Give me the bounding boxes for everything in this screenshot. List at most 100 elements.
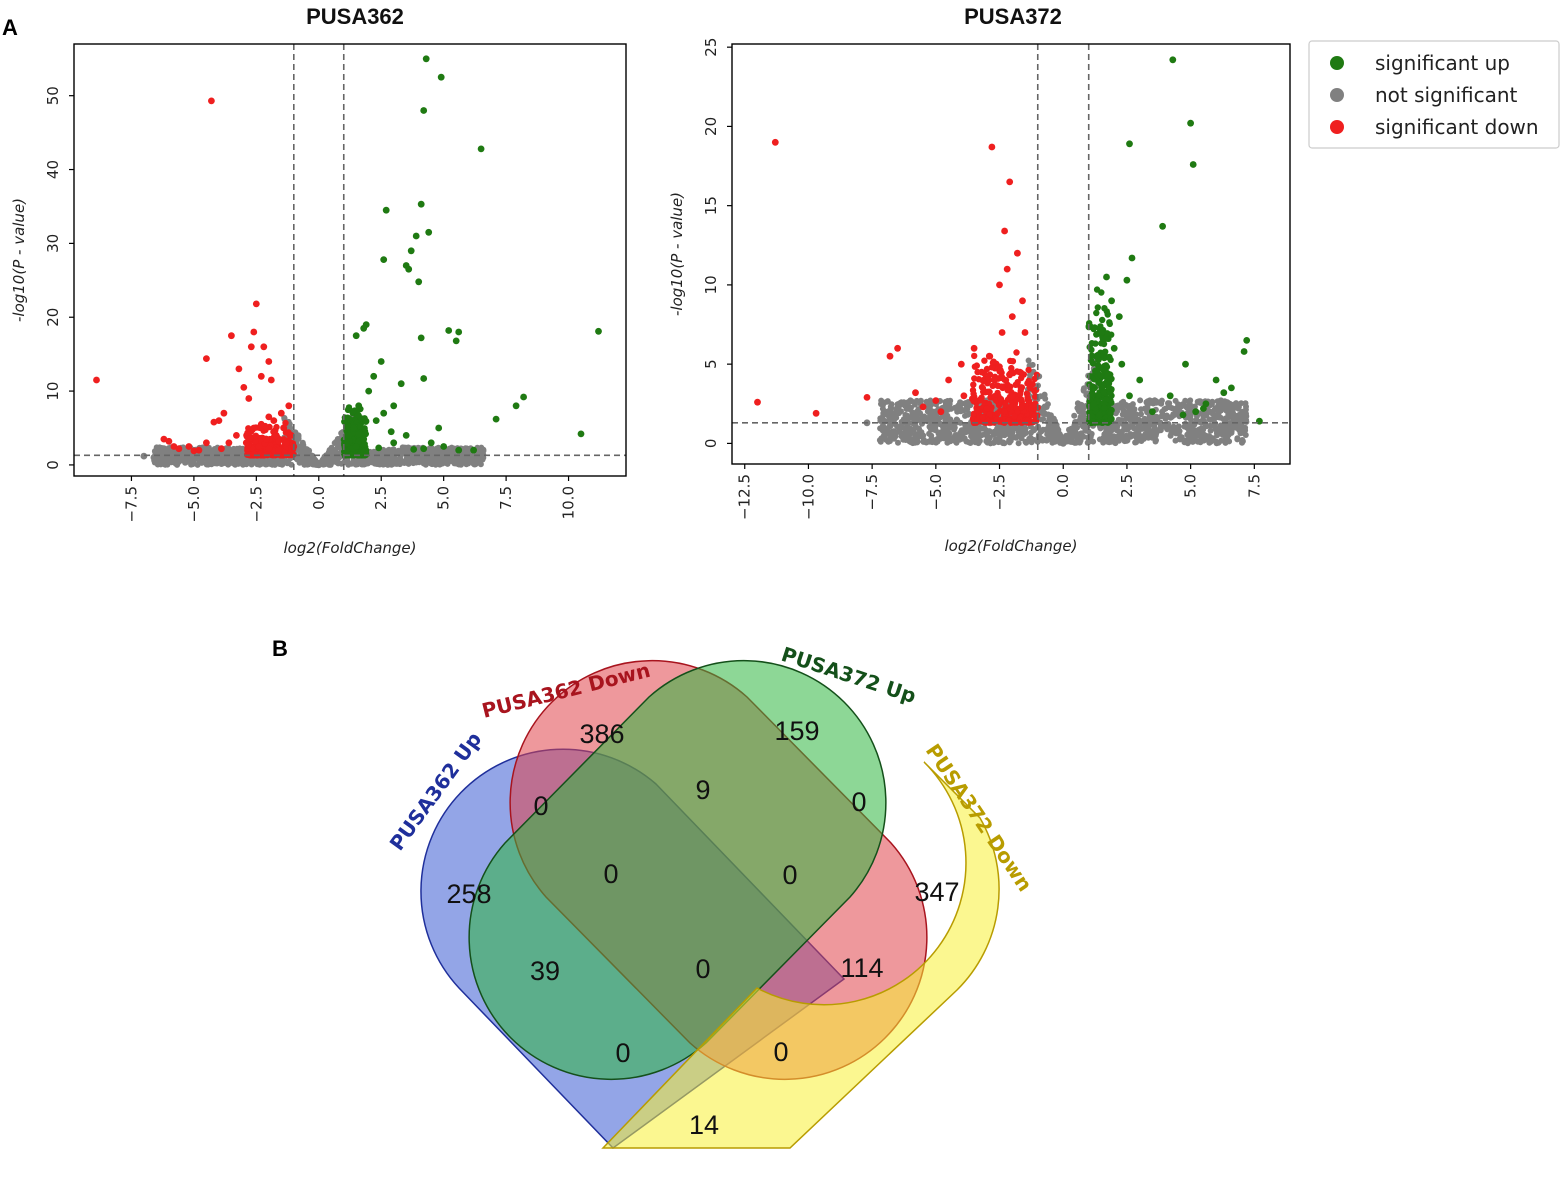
venn-diagram: PUSA362 Down PUSA372 Up PUSA362 Up PUSA3… (385, 642, 1037, 1149)
point-significant-down (886, 352, 894, 360)
point-not-significant (1103, 431, 1110, 438)
point-not-significant (358, 459, 365, 466)
point-significant-up (1102, 367, 1109, 374)
point-significant-up (390, 402, 398, 410)
point-significant-down (285, 402, 293, 410)
point-significant-down (1017, 396, 1025, 403)
point-not-significant (1200, 413, 1207, 420)
x-tick-label: 2.5 (1118, 474, 1136, 498)
point-not-significant (1037, 393, 1044, 400)
point-not-significant (1138, 411, 1144, 418)
x-tick-label: −2.5 (991, 474, 1009, 510)
point-not-significant (961, 435, 968, 442)
point-significant-down (970, 344, 978, 352)
point-not-significant (1029, 361, 1036, 368)
point-not-significant (924, 408, 931, 415)
venn-count-red-green: 9 (695, 775, 710, 805)
point-not-significant (1132, 439, 1139, 446)
point-not-significant (190, 459, 197, 466)
point-not-significant (1217, 423, 1224, 430)
point-not-significant (365, 456, 372, 463)
point-significant-up (455, 328, 463, 336)
point-not-significant (1028, 429, 1034, 436)
point-significant-up (1095, 419, 1102, 426)
x-tick-label: −5.0 (185, 486, 203, 522)
point-not-significant (285, 460, 292, 467)
point-significant-down (978, 394, 985, 401)
point-significant-up (1228, 384, 1235, 392)
point-significant-down (272, 432, 280, 439)
x-tick-label: −7.5 (122, 486, 140, 522)
point-not-significant (954, 403, 961, 410)
point-significant-down (991, 376, 998, 384)
point-significant-down (994, 410, 1001, 417)
point-significant-down (993, 416, 1001, 423)
point-not-significant (1097, 425, 1104, 432)
point-not-significant (1145, 423, 1152, 430)
legend-label-down: significant down (1375, 115, 1539, 139)
point-not-significant (1152, 432, 1159, 439)
venn-count-red-green-yellow: 0 (782, 860, 797, 890)
point-not-significant (331, 440, 338, 446)
point-not-significant (929, 416, 936, 423)
point-significant-up (422, 55, 430, 63)
venn-count-green-yellow: 0 (851, 787, 866, 817)
point-not-significant (1217, 397, 1223, 404)
point-not-significant (1200, 426, 1207, 433)
point-significant-up (1159, 222, 1166, 230)
point-not-significant (948, 435, 955, 442)
point-not-significant (1238, 400, 1245, 407)
point-significant-down (262, 435, 270, 443)
point-not-significant (926, 430, 933, 437)
legend-marker-ns (1330, 88, 1344, 102)
x-axis-label: log2(FoldChange) (283, 539, 416, 557)
point-significant-down (983, 405, 991, 412)
point-not-significant (273, 458, 280, 465)
point-significant-up (365, 387, 373, 395)
point-significant-up (1089, 383, 1096, 390)
point-not-significant (1000, 439, 1007, 446)
plot-frame (731, 43, 1291, 465)
point-significant-up (1179, 411, 1187, 419)
point-significant-down (265, 445, 273, 453)
point-not-significant (1121, 434, 1128, 441)
point-not-significant (220, 451, 227, 458)
point-not-significant (1219, 431, 1226, 438)
point-significant-up (1103, 273, 1110, 281)
point-significant-up (360, 435, 368, 443)
point-significant-down (919, 403, 927, 411)
point-not-significant (418, 455, 425, 462)
point-not-significant (1207, 422, 1214, 429)
panel-label-a: A (2, 15, 18, 40)
point-not-significant (302, 457, 310, 465)
point-not-significant (896, 424, 904, 431)
venn-set-pusa372-up (468, 659, 887, 1081)
point-not-significant (1234, 435, 1241, 442)
point-not-significant (1209, 411, 1216, 417)
point-not-significant (389, 453, 396, 460)
x-tick-label: 5.0 (435, 486, 453, 510)
point-significant-up (1240, 348, 1248, 355)
point-not-significant (1128, 415, 1135, 422)
point-not-significant (220, 457, 227, 464)
point-significant-down (1014, 249, 1021, 257)
point-not-significant (1168, 425, 1175, 432)
point-significant-down (1018, 419, 1025, 426)
point-not-significant (1205, 437, 1212, 444)
point-significant-down (282, 439, 290, 447)
point-significant-down (1002, 401, 1009, 409)
point-not-significant (450, 456, 457, 463)
point-significant-up (354, 411, 362, 418)
venn-count-yellow-only: 347 (914, 877, 959, 907)
point-not-significant (1120, 408, 1127, 415)
point-significant-down (974, 407, 981, 414)
point-significant-down (974, 416, 981, 424)
point-significant-up (390, 439, 398, 447)
point-not-significant (1063, 435, 1070, 442)
point-not-significant (886, 422, 894, 430)
point-significant-up (1098, 329, 1105, 336)
point-significant-up (1101, 305, 1108, 312)
point-not-significant (980, 431, 987, 438)
point-significant-down (1025, 366, 1032, 374)
point-significant-up (577, 430, 585, 438)
